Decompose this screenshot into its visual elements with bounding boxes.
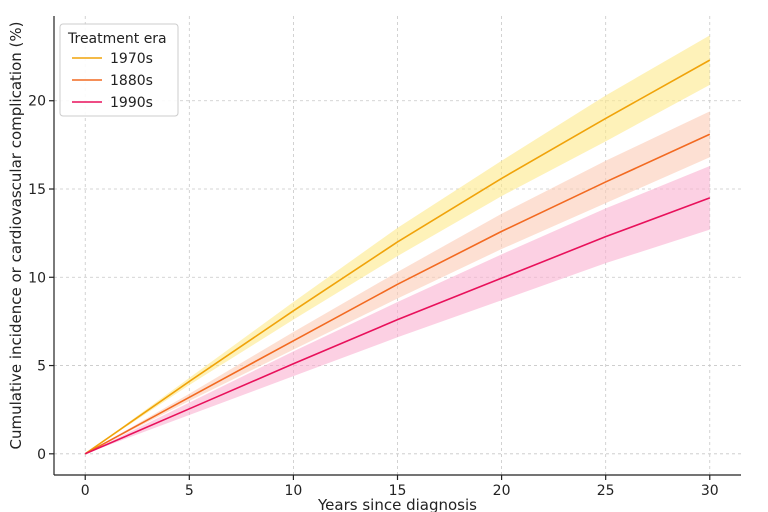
legend-label-1880s: 1880s bbox=[110, 73, 153, 89]
series-lines bbox=[84, 59, 711, 455]
y-tick-label: 15 bbox=[28, 182, 46, 198]
legend-label-1970s: 1970s bbox=[110, 51, 153, 67]
series-line-1970s bbox=[84, 59, 711, 455]
legend-box bbox=[59, 23, 179, 117]
x-tick-label: 30 bbox=[701, 483, 719, 499]
legend-title: Treatment era bbox=[67, 31, 167, 47]
confidence-band-1970s bbox=[85, 35, 710, 454]
x-tick-label: 15 bbox=[389, 483, 407, 499]
y-tick-label: 0 bbox=[37, 447, 46, 463]
y-tick-label: 20 bbox=[28, 94, 46, 110]
y-tick-label: 10 bbox=[28, 270, 46, 286]
y-axis-label: Cumulative incidence or cardiovascular c… bbox=[7, 21, 25, 449]
y-tick-label: 5 bbox=[37, 359, 46, 375]
legend-items: 1970s 1880s 1990s bbox=[72, 51, 153, 111]
x-tick-label: 25 bbox=[597, 483, 615, 499]
x-tick-label: 0 bbox=[81, 483, 90, 499]
x-tick-label: 10 bbox=[284, 483, 302, 499]
x-tick-label: 20 bbox=[493, 483, 511, 499]
series-line-1990s bbox=[84, 197, 711, 455]
legend-label-1990s: 1990s bbox=[110, 95, 153, 111]
legend: Treatment era 1970s 1880s 1990s bbox=[59, 23, 179, 117]
confidence-bands bbox=[85, 35, 710, 454]
ticks: 0 5 10 15 20 25 30 0 5 10 15 20 bbox=[28, 94, 719, 499]
x-tick-label: 5 bbox=[185, 483, 194, 499]
series-line-1880s bbox=[84, 133, 711, 455]
confidence-band-1990s bbox=[85, 166, 710, 454]
x-axis-label: Years since diagnosis bbox=[317, 496, 477, 512]
